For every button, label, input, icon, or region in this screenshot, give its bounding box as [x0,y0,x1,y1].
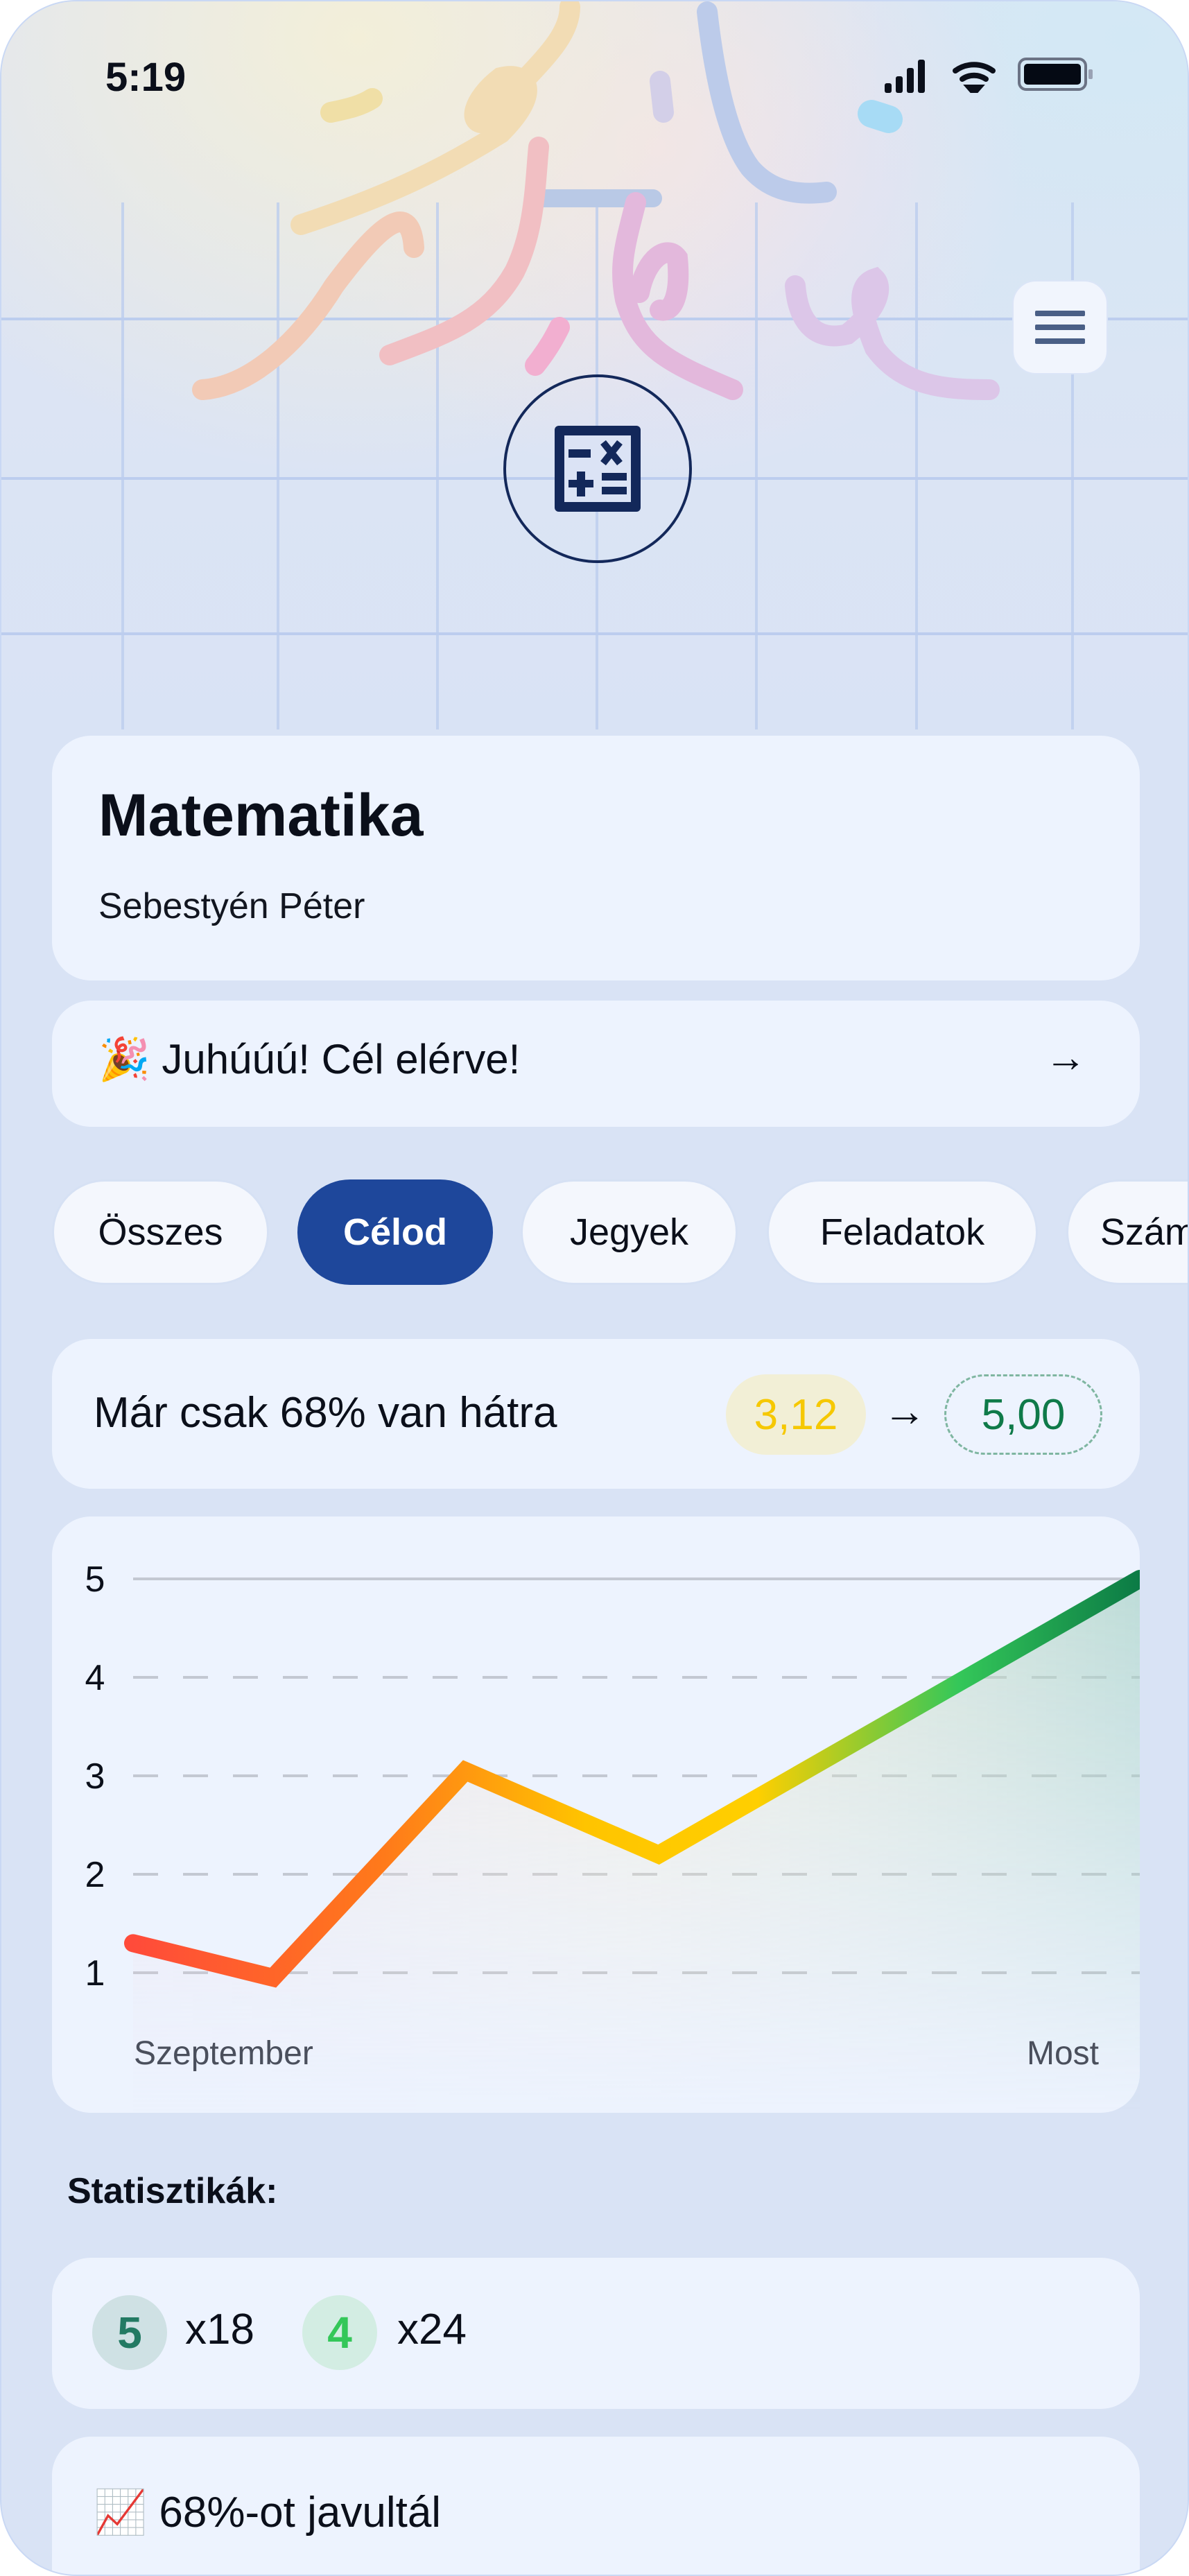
x-label-start: Szeptember [134,2035,313,2072]
y-tick-3: 3 [85,1756,105,1797]
battery-icon [1018,58,1093,91]
subject-icon-circle [503,374,692,563]
subject-title: Matematika [98,782,424,849]
tab-feladatok[interactable]: Feladatok [767,1179,1038,1285]
doodle-decoration [192,1,1000,400]
y-tick-4: 4 [85,1658,105,1698]
subject-card [52,736,1140,980]
calculator-icon [555,426,641,512]
tab-osszes[interactable]: Összes [52,1179,269,1285]
current-average-badge: 3,12 [726,1374,866,1455]
grade-stats-card [52,2258,1140,2409]
target-average-badge: 5,00 [944,1374,1102,1455]
arrow-right-icon: → [883,1388,926,1435]
wifi-icon [953,62,996,93]
grade-count-4: x24 [397,2306,467,2353]
tab-celod[interactable]: Célod [297,1179,493,1285]
grade-badge-4: 4 [302,2295,377,2370]
hamburger-line [1035,338,1085,344]
goal-reached-banner[interactable] [52,1001,1140,1127]
tab-szamonkeresek[interactable]: Számonkérések [1066,1179,1188,1285]
y-tick-1: 1 [85,1953,105,1994]
arrow-right-icon[interactable]: → [1045,1034,1086,1080]
statistics-heading: Statisztikák: [67,2171,278,2211]
hamburger-menu-icon [1035,311,1085,316]
y-tick-5: 5 [85,1559,105,1600]
progress-chart: Szeptember Most 1 2 3 4 5 [85,1559,1140,2113]
hamburger-line [1035,325,1085,330]
improvement-text: 📈 68%-ot javultál [94,2489,442,2536]
grade-badge-5: 5 [92,2295,167,2370]
banner-text: 🎉 Juhúúú! Cél elérve! [98,1036,521,1082]
goal-remaining-text: Már csak 68% van hátra [94,1389,557,1437]
status-icons [885,58,1093,93]
chart-series-line [124,1570,1140,1988]
header-background [1,1,1188,729]
x-label-end: Most [1027,2035,1099,2072]
teacher-name: Sebestyén Péter [98,886,365,926]
menu-button[interactable] [1012,280,1108,374]
y-tick-2: 2 [85,1855,105,1895]
signal-icon [885,60,925,93]
tab-jegyek[interactable]: Jegyek [521,1179,738,1285]
status-time: 5:19 [105,55,186,100]
improvement-card [52,2437,1140,2575]
grade-count-5: x18 [185,2306,254,2353]
